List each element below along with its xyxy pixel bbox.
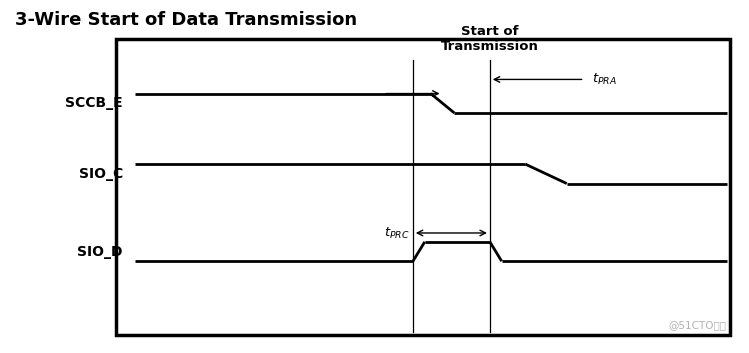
Text: SIO_C: SIO_C <box>79 167 123 181</box>
Text: @51CTO博客: @51CTO博客 <box>669 320 727 330</box>
Text: SCCB_E: SCCB_E <box>65 96 123 110</box>
Text: 3-Wire Start of Data Transmission: 3-Wire Start of Data Transmission <box>15 11 357 29</box>
Text: SIO_D: SIO_D <box>77 245 123 258</box>
Text: $t_{PRC}$: $t_{PRC}$ <box>383 226 409 240</box>
Text: $t_{PRA}$: $t_{PRA}$ <box>592 72 617 87</box>
Text: Start of
Transmission: Start of Transmission <box>441 25 539 53</box>
Bar <box>116 39 730 335</box>
